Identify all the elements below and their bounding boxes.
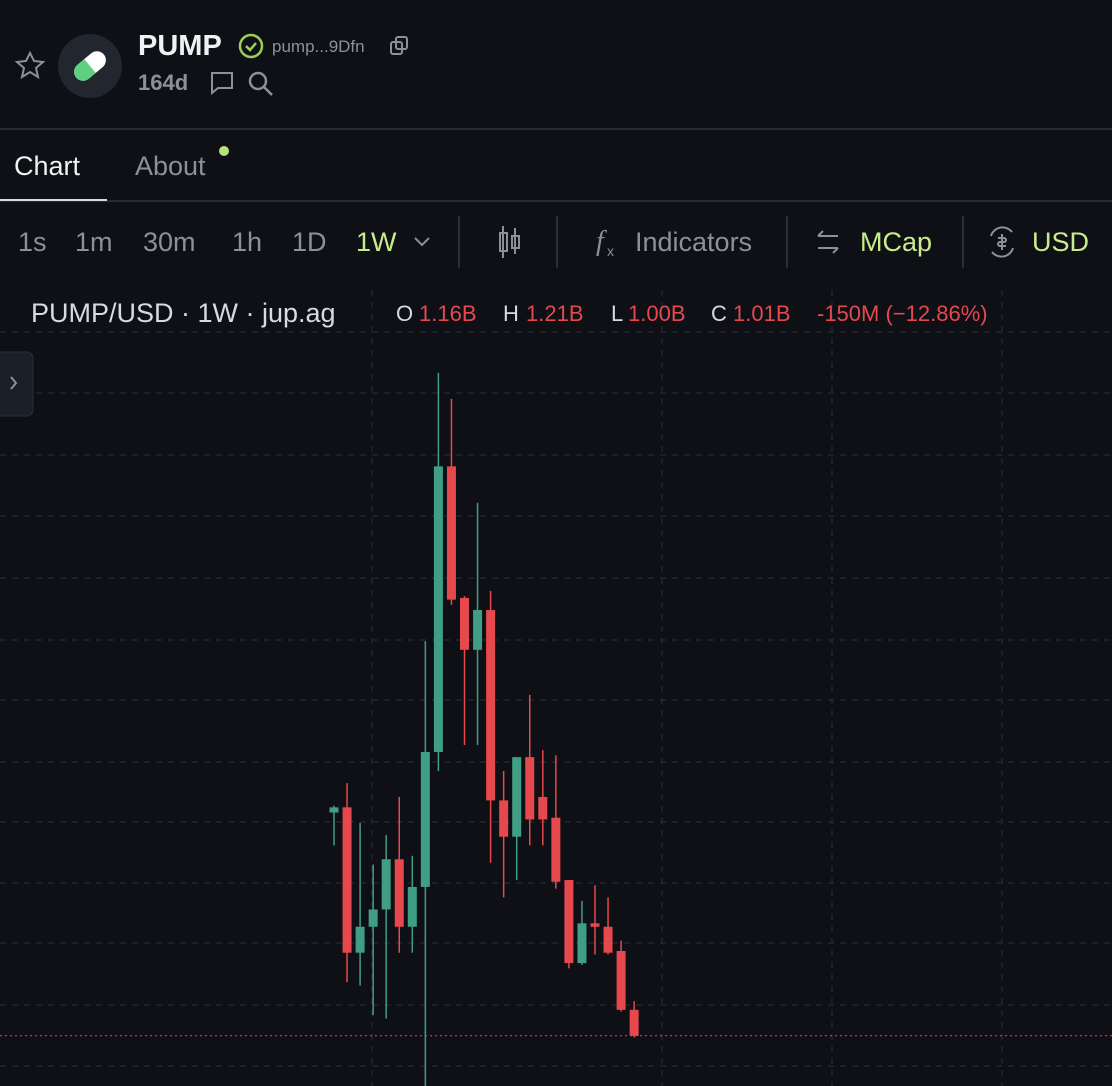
candle-body — [616, 950, 626, 1010]
candle-body — [342, 807, 352, 953]
favorite-icon[interactable] — [14, 50, 46, 80]
legend-value: 1.16B — [419, 301, 477, 326]
avatar-pill — [74, 51, 106, 81]
candle-body — [368, 909, 378, 927]
candle-body — [629, 1009, 639, 1036]
candle-body — [420, 751, 430, 887]
interval[interactable]: 1m — [75, 227, 113, 257]
candle-body — [499, 800, 509, 837]
token-name: PUMP — [138, 30, 222, 62]
candle-body — [473, 610, 483, 650]
candle-body — [551, 817, 561, 882]
verified-check — [245, 42, 257, 52]
candle-body — [329, 807, 339, 813]
interval[interactable]: 1s — [18, 227, 47, 257]
notes-icon[interactable] — [211, 72, 233, 96]
currency-toggle[interactable]: USD — [1032, 227, 1090, 257]
candle-body — [381, 859, 391, 910]
legend-value: 1.21B — [526, 301, 584, 326]
candle-body — [446, 466, 456, 600]
candle-body — [512, 757, 522, 837]
interval[interactable]: 1h — [232, 227, 263, 257]
currency-icon[interactable] — [990, 226, 1014, 258]
grid — [0, 290, 1112, 1086]
candle-body — [525, 757, 535, 820]
candle-body — [538, 796, 548, 820]
mcap-toggle[interactable]: MCap — [860, 227, 933, 257]
token-address[interactable]: pump...9Dfn — [272, 37, 365, 56]
sidebar-chevron — [10, 376, 18, 390]
tab[interactable]: Chart — [14, 151, 81, 181]
candle-body — [590, 923, 600, 927]
chart-type-icon[interactable] — [499, 226, 520, 258]
legend-label: C — [711, 301, 727, 326]
candle-body — [407, 886, 417, 927]
interval[interactable]: 30m — [143, 227, 196, 257]
legend-label: O — [396, 301, 414, 326]
fx-icon[interactable]: f — [596, 226, 607, 257]
candle-body — [433, 466, 443, 752]
swap-icon[interactable] — [817, 230, 839, 254]
candle-body — [603, 926, 613, 953]
legend-symbol: PUMP/USD · 1W · jup.ag — [31, 298, 336, 328]
candle-body — [355, 926, 365, 953]
tab[interactable]: About — [135, 151, 206, 181]
candle-body — [577, 923, 587, 964]
interval[interactable]: 1D — [292, 227, 327, 257]
candle-body — [564, 880, 574, 964]
legend-label: H — [503, 301, 519, 326]
fx-icon: x — [607, 243, 614, 259]
search-icon[interactable] — [248, 71, 268, 91]
legend-change: -150M (−12.86%) — [817, 301, 988, 326]
candle-body — [460, 597, 469, 650]
legend-value: 1.01B — [733, 301, 791, 326]
candle-body — [486, 610, 496, 801]
legend-value: 1.00B — [628, 301, 686, 326]
token-age: 164d — [138, 70, 189, 95]
verified-badge — [238, 33, 264, 59]
interval-active[interactable]: 1W — [356, 227, 397, 257]
legend-label: L — [611, 301, 624, 326]
sidebar-toggle[interactable] — [0, 351, 34, 417]
interval-chevron[interactable] — [414, 237, 430, 247]
candle-body — [394, 859, 404, 927]
indicators-button[interactable]: Indicators — [635, 227, 753, 257]
about-dot — [219, 146, 229, 156]
